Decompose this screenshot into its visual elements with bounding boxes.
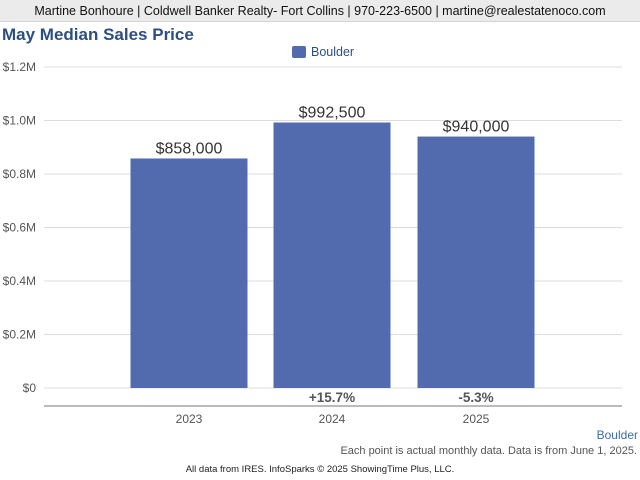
bar-2025	[417, 136, 535, 388]
legend-swatch	[292, 46, 306, 58]
change-label: +15.7%	[309, 390, 355, 405]
legend-label-boulder: Boulder	[311, 45, 355, 59]
copyright-text: All data from IRES. InfoSparks © 2025 Sh…	[185, 464, 455, 475]
chart-legend[interactable]: Boulder	[292, 45, 354, 59]
source-label[interactable]: Boulder	[596, 428, 638, 442]
x-tick-label: 2023	[176, 412, 203, 426]
bar-value-label: $992,500	[299, 105, 366, 122]
chart-title: May Median Sales Price	[2, 25, 194, 44]
contact-header: Martine Bonhoure | Coldwell Banker Realt…	[0, 0, 640, 22]
bar-2024	[273, 122, 391, 388]
y-tick-label: $0.6M	[3, 221, 36, 235]
y-tick-label: $0.8M	[3, 167, 36, 181]
x-tick-label: 2025	[463, 412, 490, 426]
bar-2023	[130, 158, 248, 388]
y-tick-label: $1.0M	[3, 114, 36, 128]
x-tick-label: 2024	[319, 412, 346, 426]
bar-value-label: $940,000	[443, 119, 510, 136]
contact-info-text: Martine Bonhoure | Coldwell Banker Realt…	[34, 3, 606, 18]
y-tick-label: $0.2M	[3, 328, 36, 342]
bar-value-label: $858,000	[156, 140, 223, 157]
y-tick-label: $0	[23, 381, 37, 395]
data-note: Each point is actual monthly data. Data …	[340, 445, 637, 457]
y-tick-label: $1.2M	[3, 60, 36, 74]
change-label: -5.3%	[458, 390, 493, 405]
y-tick-label: $0.4M	[3, 274, 36, 288]
